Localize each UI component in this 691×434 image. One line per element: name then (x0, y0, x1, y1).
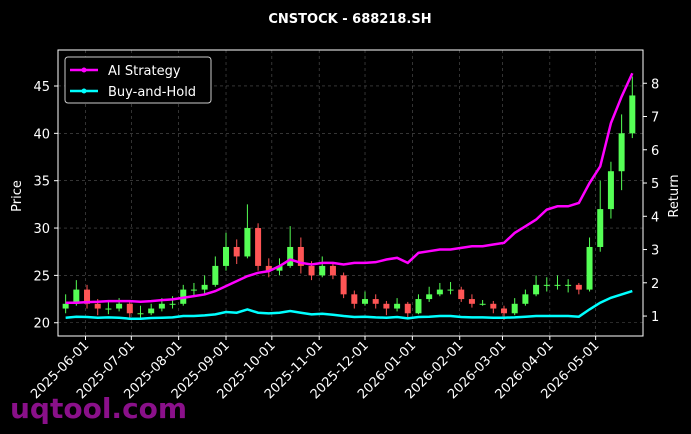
candle-body (490, 303, 497, 309)
candle-body (105, 308, 112, 310)
y-tick-label: 30 (33, 222, 50, 237)
candle-body (265, 265, 272, 271)
candle-body (329, 265, 336, 276)
candle-body (362, 299, 369, 304)
candle-body (501, 308, 508, 314)
y-tick-label: 25 (33, 269, 50, 284)
candle-body (533, 284, 540, 295)
candle-body (233, 246, 240, 257)
candle-body (94, 303, 101, 309)
line (65, 289, 633, 320)
legend-marker (81, 67, 87, 73)
candle-body (255, 228, 262, 266)
candle-body (415, 299, 422, 314)
candle-body (308, 265, 315, 276)
candle-body (565, 284, 572, 286)
candle-body (404, 303, 411, 314)
legend-marker (81, 88, 87, 94)
legend-box (64, 56, 212, 104)
y-tick-label: 20 (33, 317, 50, 332)
legend: AI Strategy Buy-and-Hold (64, 56, 212, 104)
candle-body (126, 303, 133, 314)
candle-body (84, 289, 91, 304)
candle-body (543, 284, 550, 286)
candle-body (340, 275, 347, 295)
candle-body (436, 289, 443, 295)
candle-body (479, 303, 486, 305)
candle-body (223, 246, 230, 266)
line (65, 72, 634, 304)
candle-body (372, 299, 379, 304)
chart-title: CNSTOCK - 688218.SH (268, 12, 431, 27)
y-tick-label: 45 (33, 80, 50, 95)
candle-body (586, 246, 593, 290)
candle-body (468, 299, 475, 304)
y2-tick-label: 5 (651, 177, 659, 192)
candle-body (383, 303, 390, 309)
candle-body (276, 265, 283, 271)
candle-body (629, 95, 636, 134)
candle-body (618, 133, 625, 172)
candle-body (426, 294, 433, 300)
candle-body (148, 308, 155, 314)
y2-tick-label: 3 (651, 244, 659, 259)
candle-body (458, 289, 465, 300)
candle-body (597, 209, 604, 247)
candle-body (394, 303, 401, 309)
y-tick-label: 35 (33, 175, 50, 190)
y2-tick-label: 8 (651, 77, 659, 92)
y2-tick-label: 4 (651, 210, 659, 225)
candle-body (137, 313, 144, 315)
plot-frame (57, 49, 644, 337)
legend-label: AI Strategy (108, 64, 181, 79)
y2-axis-label: Return (667, 174, 682, 217)
y-axis-label: Price (10, 180, 25, 212)
candle-body (319, 265, 326, 276)
candle-body (447, 289, 454, 291)
candle-body (73, 289, 80, 304)
legend-label: Buy-and-Hold (108, 85, 196, 100)
watermark: uqtool.com (10, 392, 187, 425)
y2-tick-label: 6 (651, 144, 659, 159)
y2-tick-label: 7 (651, 111, 659, 126)
candle-body (607, 171, 614, 210)
candle-body (116, 303, 123, 309)
candle-body (351, 294, 358, 304)
candle-body (62, 303, 69, 309)
candle-body (522, 294, 529, 304)
candle-body (201, 284, 208, 290)
candle-body (244, 228, 251, 257)
candle-body (511, 303, 518, 314)
candle-body (158, 303, 165, 309)
y2-tick-label: 1 (651, 310, 659, 325)
candle-body (297, 246, 304, 266)
y2-tick-label: 2 (651, 277, 659, 292)
candle-body (190, 289, 197, 291)
y-tick-label: 40 (33, 127, 50, 142)
candle-body (212, 265, 219, 285)
candle-body (169, 303, 176, 305)
candle-body (287, 246, 294, 266)
candle-body (575, 284, 582, 290)
candle-body (554, 284, 561, 286)
